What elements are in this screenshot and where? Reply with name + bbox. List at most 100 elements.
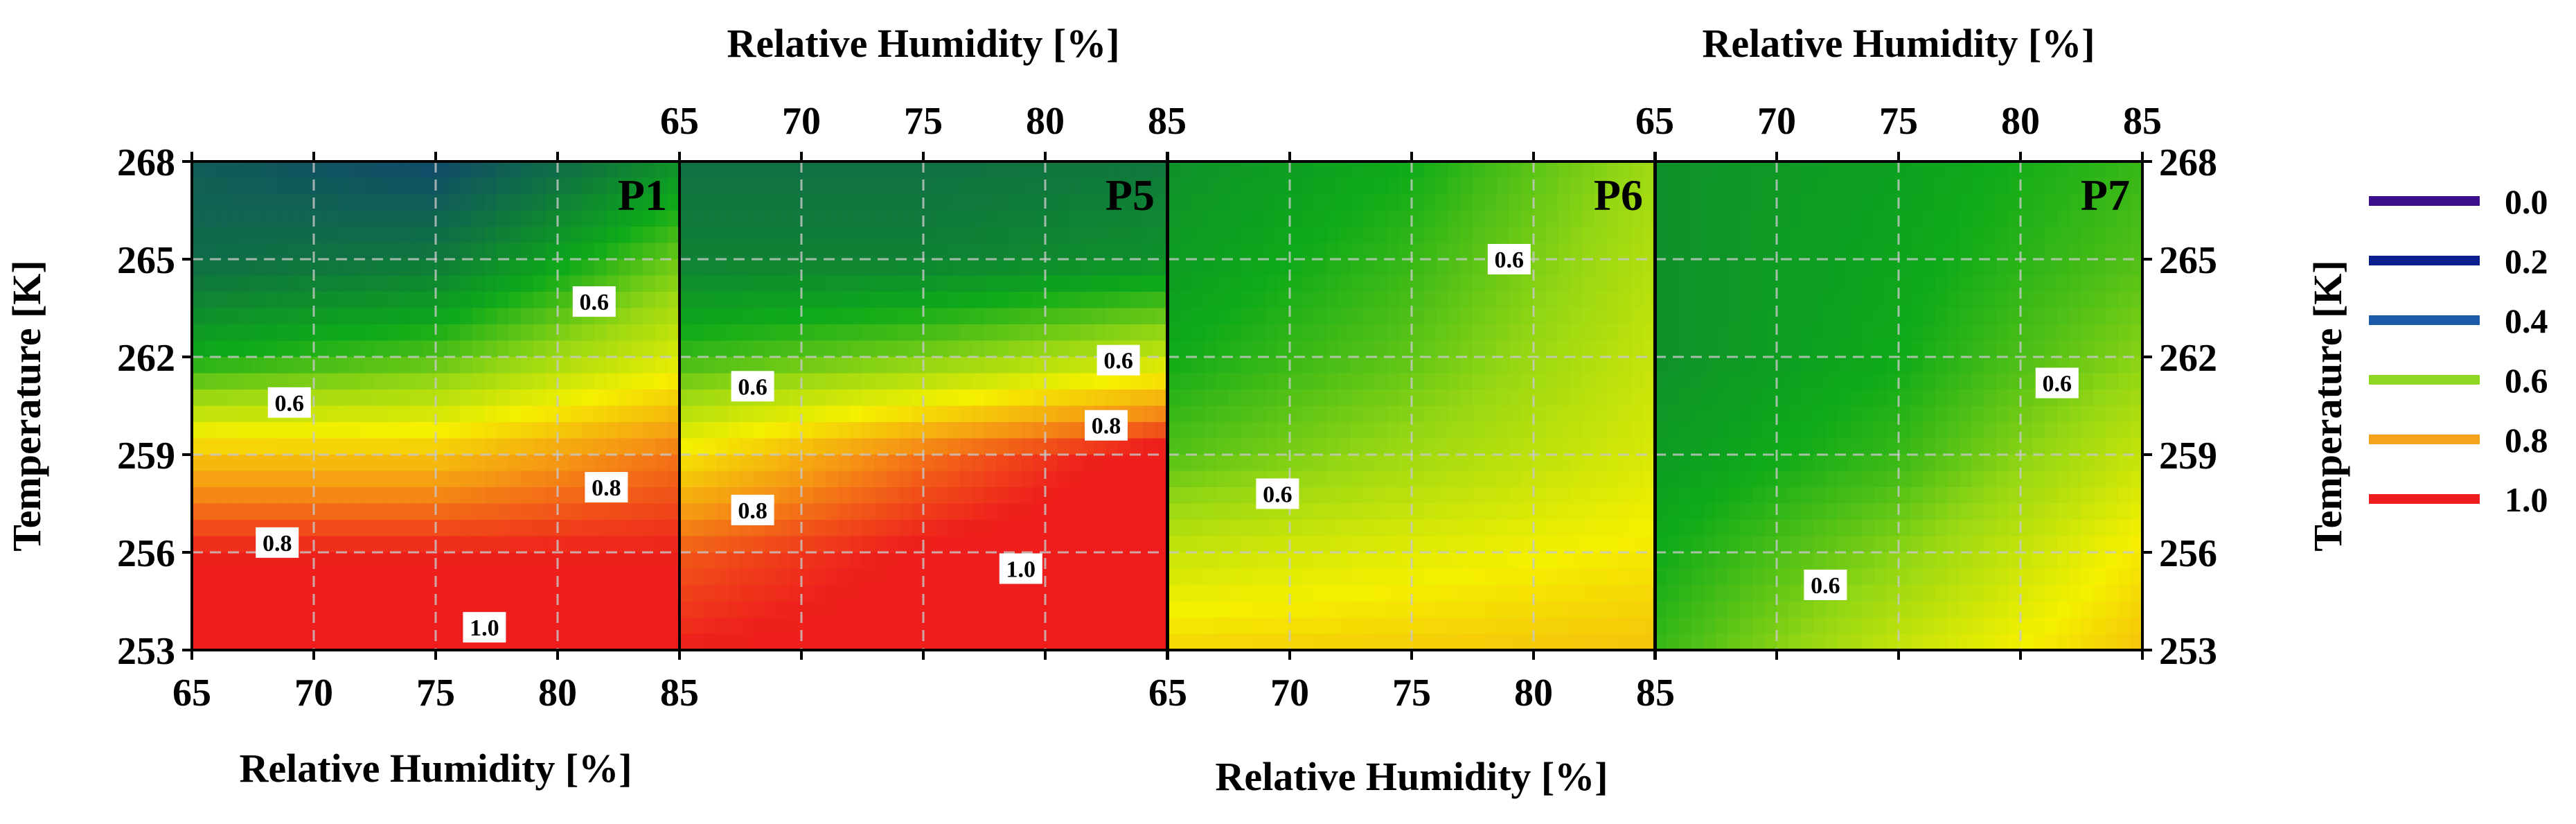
contour-label: 0.6 (1256, 478, 1299, 509)
legend-label: 0.0 (2505, 182, 2548, 221)
x-tick-label-bottom: 65 (172, 672, 211, 715)
y-tick-label-left: 259 (117, 435, 175, 477)
legend-label: 0.8 (2505, 421, 2548, 459)
contour-label-text: 0.6 (1263, 482, 1293, 507)
panel-p6-heatmap (1168, 161, 1656, 651)
contour-label-text: 0.6 (1103, 349, 1133, 374)
contour-label-text: 0.6 (275, 391, 305, 417)
x-tick-label-bottom: 70 (1270, 672, 1309, 715)
contour-label: 0.6 (1096, 344, 1140, 376)
y-tick-label-right: 265 (2159, 239, 2217, 282)
contour-label-text: 0.6 (2043, 371, 2072, 397)
contour-label-box (1085, 410, 1128, 441)
contour-label: 0.8 (256, 527, 299, 558)
legend-entry: 0.6 (2369, 361, 2548, 400)
x-axis-title-bottom-p6: Relative Humidity [%] (1215, 754, 1608, 799)
contour-label-box (572, 286, 616, 317)
x-tick-label-bottom: 85 (660, 672, 699, 715)
contour-label: 1.0 (999, 553, 1042, 584)
contour-label-box (463, 612, 506, 643)
panel-label-p6: P6 (1594, 170, 1643, 220)
panel-p5-heatmap (679, 161, 1168, 651)
x-tick-label-bottom: 85 (1636, 672, 1675, 715)
contour-label-box (1804, 570, 1847, 600)
y-axis-title-right: Temperature [K] (2305, 260, 2350, 551)
legend-entry: 0.0 (2369, 182, 2548, 221)
y-tick-label-left: 253 (117, 630, 175, 673)
contour-label: 0.6 (2035, 367, 2079, 398)
legend: 0.0 0.2 0.4 0.6 0.8 1.0 (2369, 182, 2548, 519)
x-tick-label-bottom: 65 (1148, 672, 1187, 715)
axes-layer: 253 253 256 256 259 259 262 262 265 265 268 268 65 70… (4, 21, 2350, 799)
contour-label-box (256, 527, 299, 558)
contour-label: 0.6 (267, 387, 311, 418)
contour-label-text: 1.0 (1006, 557, 1036, 583)
contour-label-box (267, 387, 311, 418)
contour-label: 1.0 (463, 612, 506, 643)
contour-label-box (1256, 478, 1299, 509)
contour-label-text: 1.0 (470, 615, 499, 641)
contour-label-box (731, 371, 774, 402)
contour-label-text: 0.6 (738, 374, 767, 400)
y-tick-label-left: 268 (117, 141, 175, 184)
contour-labels-layer: P1 1.0 0.8 0.8 0.6 0.6 P5 0.8 1.0 0.8 0.6 0.6 P6 0.6 0… (256, 170, 2130, 643)
y-tick-label-left: 256 (117, 532, 175, 575)
contour-label: 0.6 (1487, 244, 1531, 274)
contour-label-text: 0.6 (580, 290, 610, 315)
contour-label-box (1487, 244, 1531, 274)
grid-layer (192, 161, 2142, 650)
panel-label-p7: P7 (2081, 170, 2130, 220)
x-axis-title-bottom-p1: Relative Humidity [%] (239, 746, 632, 791)
contour-label: 0.6 (731, 371, 774, 402)
contour-label-box (585, 472, 628, 502)
contour-label-text: 0.8 (263, 531, 292, 556)
x-tick-label-top: 65 (660, 100, 699, 143)
panel-label-p5: P5 (1105, 170, 1155, 220)
contour-label-text: 0.6 (1495, 247, 1525, 273)
panel-label-p1: P1 (618, 170, 667, 220)
x-tick-label-top: 85 (2123, 100, 2162, 143)
contour-label: 0.8 (585, 472, 628, 502)
x-axis-title-top-p7: Relative Humidity [%] (1702, 21, 2095, 66)
x-tick-label-top: 80 (1026, 100, 1065, 143)
contour-label-text: 0.8 (738, 498, 767, 524)
contour-label: 0.6 (572, 286, 616, 317)
y-tick-label-right: 262 (2159, 337, 2217, 380)
legend-label: 0.2 (2505, 242, 2548, 281)
x-tick-label-top: 80 (2001, 100, 2040, 143)
x-tick-label-top: 70 (1757, 100, 1796, 143)
contour-label-text: 0.8 (592, 475, 621, 501)
x-tick-label-top: 75 (1879, 100, 1918, 143)
legend-label: 0.6 (2505, 361, 2548, 400)
x-tick-label-top: 65 (1635, 100, 1674, 143)
contour-label: 0.6 (1804, 570, 1847, 600)
y-tick-label-left: 262 (117, 337, 175, 380)
contour-label-text: 0.8 (1092, 414, 1121, 439)
legend-entry: 0.2 (2369, 242, 2548, 281)
x-tick-label-top: 70 (782, 100, 821, 143)
legend-entry: 0.4 (2369, 301, 2548, 340)
x-tick-label-bottom: 70 (294, 672, 333, 715)
legend-entry: 0.8 (2369, 421, 2548, 459)
contour-label-box (1096, 344, 1140, 376)
x-tick-label-bottom: 80 (538, 672, 577, 715)
panel-p1-heatmap (192, 161, 680, 651)
y-tick-label-right: 256 (2159, 532, 2217, 575)
x-tick-label-bottom: 75 (1392, 672, 1431, 715)
x-tick-label-bottom: 80 (1514, 672, 1553, 715)
legend-label: 0.4 (2505, 301, 2548, 340)
contour-label-text: 0.6 (1811, 573, 1840, 599)
legend-entry: 1.0 (2369, 480, 2548, 519)
panels-layer (192, 161, 2143, 651)
x-tick-label-bottom: 75 (416, 672, 455, 715)
x-tick-label-top: 75 (904, 100, 943, 143)
y-tick-label-right: 268 (2159, 141, 2217, 184)
y-tick-label-left: 265 (117, 239, 175, 282)
x-axis-title-top-p5: Relative Humidity [%] (727, 21, 1119, 66)
contour-label-box (2035, 367, 2079, 398)
panel-p7-heatmap (1655, 161, 2143, 651)
contour-label: 0.8 (1085, 410, 1128, 441)
x-tick-label-top: 85 (1148, 100, 1187, 143)
contour-label: 0.8 (731, 494, 774, 525)
